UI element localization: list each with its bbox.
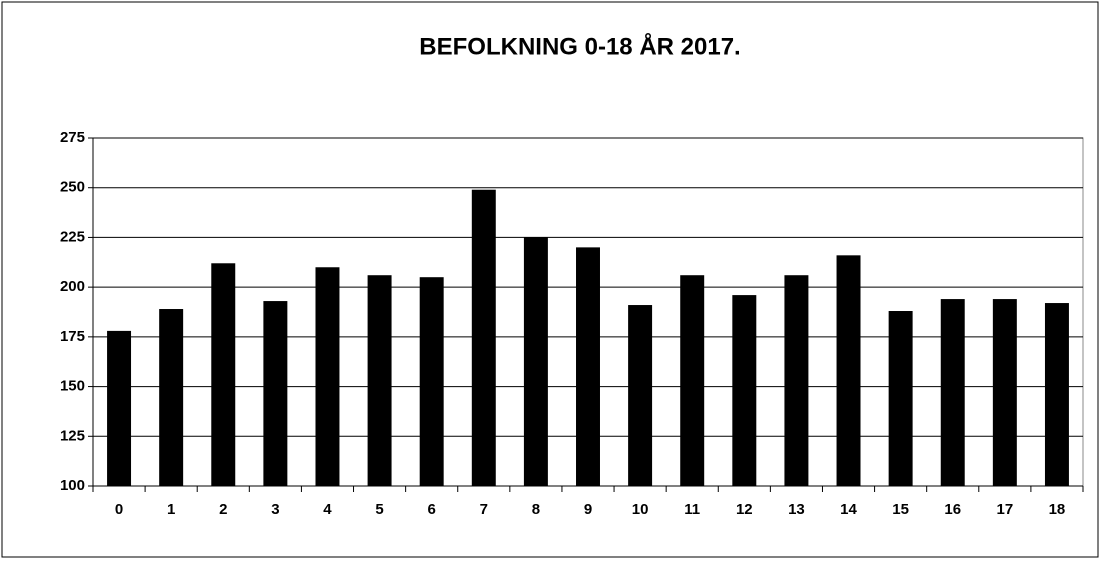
x-tick-label: 9 — [584, 501, 592, 518]
bar — [576, 247, 600, 486]
x-tick-label: 5 — [375, 501, 383, 518]
x-tick-label: 6 — [428, 501, 436, 518]
x-tick-label: 14 — [840, 501, 857, 518]
bar — [471, 189, 496, 486]
bar — [1044, 303, 1069, 486]
bar — [784, 275, 809, 486]
bar — [523, 237, 548, 486]
bar — [732, 295, 757, 486]
x-tick-label: 3 — [271, 501, 279, 518]
bar — [315, 267, 340, 486]
bar — [367, 275, 392, 486]
x-tick-label: 17 — [996, 501, 1013, 518]
x-tick-label: 12 — [736, 501, 753, 518]
y-tick-label: 175 — [60, 328, 85, 345]
x-tick-label: 15 — [892, 501, 909, 518]
bar — [940, 299, 965, 486]
x-tick-label: 4 — [323, 501, 332, 518]
x-tick-label: 1 — [167, 501, 175, 518]
x-tick-label: 2 — [219, 501, 227, 518]
x-tick-label: 0 — [115, 501, 123, 518]
bar — [628, 305, 653, 486]
bar — [211, 263, 236, 486]
y-tick-label: 275 — [60, 129, 85, 146]
bar — [107, 330, 132, 486]
chart-title: BEFOLKNING 0-18 ÅR 2017. — [419, 32, 740, 60]
y-tick-label: 250 — [60, 179, 85, 196]
bar — [680, 275, 705, 486]
y-tick-label: 150 — [60, 378, 85, 395]
bar — [419, 277, 444, 486]
bar — [159, 309, 184, 486]
x-tick-label: 11 — [684, 501, 700, 518]
bar — [836, 255, 861, 486]
x-tick-label: 18 — [1049, 501, 1066, 518]
x-tick-label: 16 — [944, 501, 961, 518]
y-tick-label: 125 — [60, 427, 85, 444]
y-tick-label: 100 — [60, 477, 85, 494]
bar — [263, 301, 288, 486]
bar — [888, 311, 913, 486]
x-tick-label: 10 — [632, 501, 649, 518]
x-tick-label: 13 — [788, 501, 805, 518]
x-tick-label: 8 — [532, 501, 540, 518]
y-tick-label: 200 — [60, 278, 85, 295]
y-tick-label: 225 — [60, 228, 85, 245]
x-tick-label: 7 — [480, 501, 488, 518]
bar — [992, 299, 1017, 486]
